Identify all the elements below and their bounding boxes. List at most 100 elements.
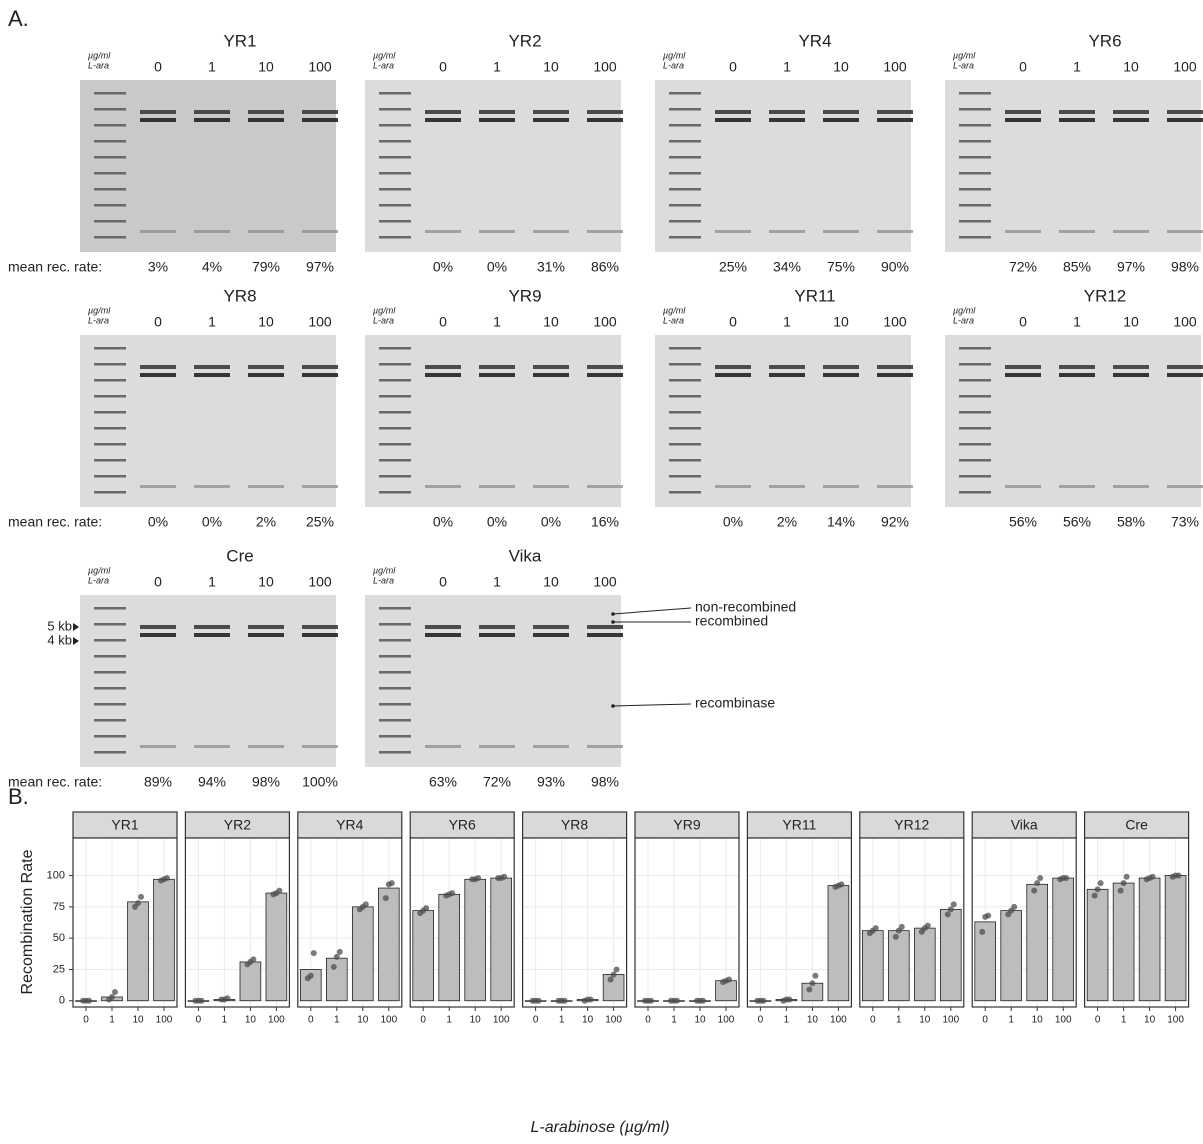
- gel-band: [479, 625, 515, 629]
- lane-label: 100: [593, 59, 617, 75]
- gel-band: [140, 633, 176, 637]
- replicate-point: [1092, 893, 1098, 899]
- gel-band: [479, 485, 515, 488]
- gel-band: [715, 485, 751, 488]
- ladder-band: [379, 427, 411, 430]
- lane-label: 0: [1019, 59, 1027, 75]
- rate-value: 79%: [252, 259, 280, 275]
- bar: [378, 888, 399, 1001]
- facet-title: YR1: [111, 817, 138, 833]
- ladder-band: [669, 92, 701, 95]
- gel-band: [302, 625, 338, 629]
- replicate-point: [501, 874, 507, 880]
- ladder-band: [379, 443, 411, 446]
- ladder-band: [94, 124, 126, 127]
- replicate-point: [893, 934, 899, 940]
- gel-band: [715, 118, 751, 122]
- x-tick-label: 1: [109, 1015, 115, 1026]
- x-tick-label: 10: [582, 1015, 594, 1026]
- gel-image: [80, 80, 336, 252]
- gel-band: [1059, 373, 1095, 377]
- gel-band: [715, 373, 751, 377]
- replicate-point: [164, 875, 170, 881]
- gel-title: YR6: [1088, 31, 1121, 50]
- ladder-band: [379, 124, 411, 127]
- bar: [266, 893, 287, 1001]
- rate-value: 98%: [252, 774, 280, 790]
- gel-band: [302, 373, 338, 377]
- replicate-point: [383, 895, 389, 901]
- panel-label: A.: [8, 6, 29, 31]
- lane-label: 10: [833, 314, 849, 330]
- lane-label: 1: [208, 574, 216, 590]
- gel-band: [1059, 485, 1095, 488]
- rate-value: 2%: [256, 514, 276, 530]
- ladder-band: [959, 124, 991, 127]
- gel-image: [655, 80, 911, 252]
- x-tick-label: 100: [830, 1015, 847, 1026]
- gel-band: [587, 745, 623, 748]
- replicate-point: [1095, 886, 1101, 892]
- gel-band: [194, 118, 230, 122]
- leader-dot: [611, 612, 615, 616]
- ladder-band: [94, 703, 126, 706]
- gel-band: [715, 110, 751, 114]
- ladder-band: [379, 140, 411, 143]
- rate-value: 0%: [487, 514, 507, 530]
- band-label: recombinase: [695, 695, 775, 711]
- bar: [1087, 889, 1108, 1000]
- ladder-band: [669, 427, 701, 430]
- replicate-point: [588, 996, 594, 1002]
- lane-label: 0: [439, 314, 447, 330]
- ladder-band: [959, 395, 991, 398]
- gel-band: [1167, 118, 1203, 122]
- gel-band: [194, 625, 230, 629]
- replicate-point: [449, 890, 455, 896]
- lane-label: 1: [493, 314, 501, 330]
- lane-label: 0: [154, 314, 162, 330]
- lane-label: 100: [308, 59, 332, 75]
- gel-band: [533, 118, 569, 122]
- lane-unit: µg/ml: [663, 50, 686, 60]
- ladder-band: [94, 172, 126, 175]
- size-marker: 5 kb: [47, 618, 72, 633]
- rate-value: 97%: [1117, 259, 1145, 275]
- x-tick-label: 1: [1121, 1015, 1127, 1026]
- gel-band: [823, 110, 859, 114]
- ladder-band: [379, 703, 411, 706]
- gel-band: [1113, 485, 1149, 488]
- lane-label: 0: [1019, 314, 1027, 330]
- gel-image: [365, 80, 621, 252]
- ladder-band: [959, 204, 991, 207]
- gel-band: [823, 373, 859, 377]
- gel-title: Cre: [226, 546, 253, 565]
- rate-value: 25%: [719, 259, 747, 275]
- gel-image: [365, 595, 621, 767]
- ladder-band: [379, 411, 411, 414]
- lane-label: 10: [258, 314, 274, 330]
- replicate-point: [700, 998, 706, 1004]
- gel-band: [1005, 365, 1041, 369]
- rate-value: 94%: [198, 774, 226, 790]
- gel-band: [140, 485, 176, 488]
- ladder-band: [379, 655, 411, 658]
- lane-unit: µg/ml: [88, 565, 111, 575]
- replicate-point: [648, 998, 654, 1004]
- lane-unit: µg/ml: [88, 305, 111, 315]
- size-marker: 4 kb: [47, 632, 72, 647]
- gel-band: [823, 230, 859, 233]
- gel-band: [1113, 373, 1149, 377]
- lane-label: 10: [543, 574, 559, 590]
- ladder-band: [379, 607, 411, 610]
- gel-band: [479, 633, 515, 637]
- gel-band: [1113, 365, 1149, 369]
- ladder-band: [379, 379, 411, 382]
- lane-label: 1: [783, 314, 791, 330]
- gel-title: YR8: [223, 286, 256, 305]
- ladder-band: [959, 443, 991, 446]
- lane-label: 0: [154, 59, 162, 75]
- x-tick-label: 10: [470, 1015, 482, 1026]
- x-tick-label: 100: [380, 1015, 397, 1026]
- lane-label: 100: [883, 59, 907, 75]
- x-tick-label: 10: [245, 1015, 257, 1026]
